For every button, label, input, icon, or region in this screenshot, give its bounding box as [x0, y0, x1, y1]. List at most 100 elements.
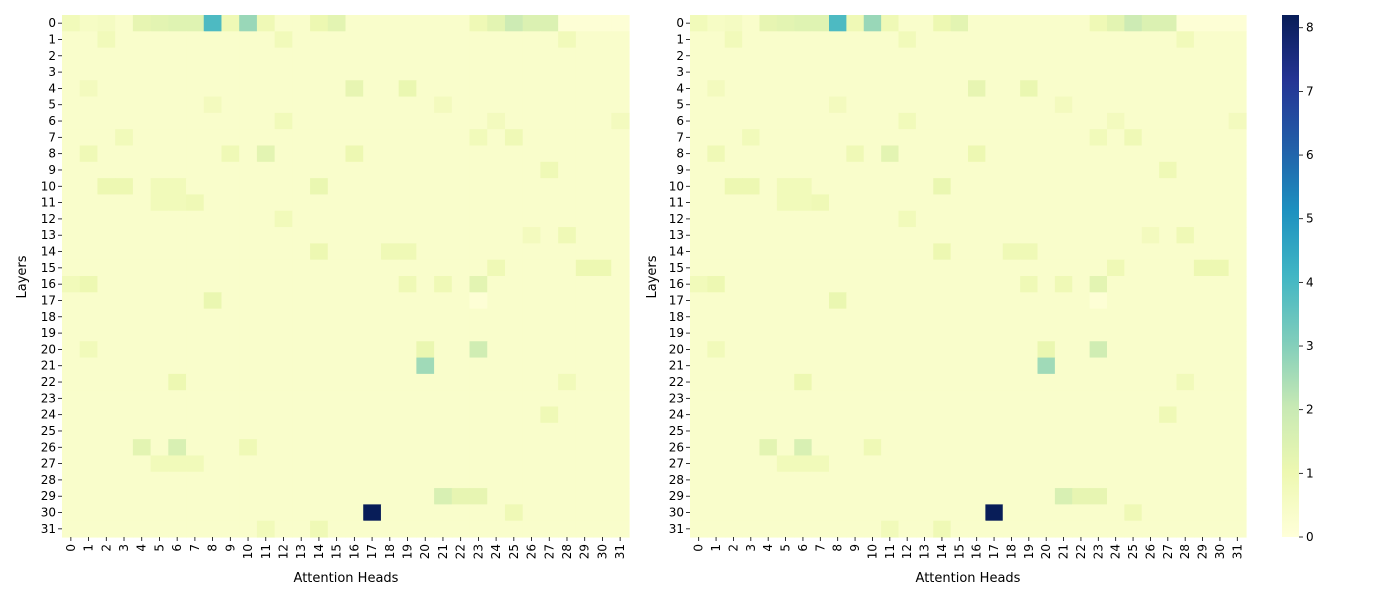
heatmap-cell [1054, 439, 1073, 457]
heatmap-cell [898, 357, 917, 375]
heatmap-cell [575, 129, 595, 147]
heatmap-cell [593, 488, 612, 505]
heatmap-cell [1037, 15, 1056, 32]
heatmap-cell [690, 422, 708, 440]
heatmap-cell [274, 357, 293, 375]
heatmap-cell [115, 324, 134, 342]
heatmap-cell [469, 227, 488, 244]
heatmap-cell [776, 373, 795, 391]
heatmap-cell [62, 324, 81, 342]
heatmap-cell [115, 31, 134, 49]
y-tick-label: 8 [676, 147, 684, 161]
heatmap-cell [690, 47, 708, 65]
heatmap-cell [1124, 63, 1143, 81]
heatmap-cell [434, 259, 453, 277]
heatmap-cell [950, 390, 969, 408]
heatmap-cell [968, 47, 986, 65]
heatmap-cell [985, 63, 1004, 81]
heatmap-cell [968, 308, 986, 326]
heatmap-cell [522, 96, 542, 114]
heatmap-cell [707, 390, 726, 408]
heatmap-cell [469, 63, 488, 81]
x-tick-label: 12 [900, 544, 914, 559]
heatmap-cell [1037, 112, 1056, 130]
heatmap-cell [1211, 471, 1230, 489]
heatmap-cell [150, 406, 169, 424]
heatmap-cell [933, 227, 952, 244]
heatmap-cell [416, 341, 435, 359]
heatmap-cell [1054, 292, 1073, 310]
heatmap-cell [203, 471, 223, 489]
heatmap-cell [327, 194, 347, 212]
heatmap-cell [1020, 227, 1039, 244]
heatmap-cell [915, 276, 934, 293]
heatmap-cell [380, 341, 400, 359]
heatmap-cell [150, 96, 169, 114]
heatmap-cell [933, 471, 952, 489]
heatmap-cell [97, 471, 116, 489]
y-tick-label: 25 [41, 424, 56, 438]
heatmap-cell [759, 178, 778, 196]
heatmap-cell [310, 47, 329, 65]
x-tick-label: 0 [64, 544, 78, 552]
heatmap-cell [310, 324, 329, 342]
heatmap-cell [759, 357, 778, 375]
heatmap-cell [451, 129, 471, 147]
heatmap-cell [469, 47, 488, 65]
heatmap-cell [1054, 357, 1073, 375]
heatmap-cell [380, 455, 400, 473]
heatmap-cell [469, 390, 488, 408]
heatmap-cell [1159, 210, 1178, 228]
heatmap-cell [310, 504, 329, 522]
heatmap-cell [1193, 276, 1212, 293]
heatmap-cell [742, 259, 761, 277]
heatmap-cell [380, 259, 400, 277]
heatmap-cell [203, 47, 223, 65]
heatmap-cell [1141, 178, 1160, 196]
heatmap-cell [1002, 161, 1021, 179]
heatmap-cell [469, 129, 488, 147]
heatmap-cell [186, 161, 205, 179]
heatmap-cell [898, 488, 917, 505]
heatmap-cell [398, 439, 417, 457]
heatmap-cell [776, 227, 795, 244]
heatmap-cell [504, 455, 524, 473]
heatmap-cell [504, 243, 524, 261]
heatmap-cell [1054, 129, 1073, 147]
heatmap-cell [915, 194, 934, 212]
heatmap-cell [1107, 520, 1125, 538]
y-tick-label: 26 [41, 440, 56, 454]
heatmap-cell [469, 341, 488, 359]
heatmap-cell [1159, 455, 1178, 473]
heatmap-cell [611, 341, 630, 359]
heatmap-cell [611, 31, 630, 49]
heatmap-cell [1020, 471, 1039, 489]
heatmap-cell [132, 276, 152, 293]
heatmap-cell [1020, 161, 1039, 179]
heatmap-cell [742, 292, 761, 310]
heatmap-cell [310, 112, 329, 130]
heatmap-cell [310, 63, 329, 81]
heatmap-cell [759, 63, 778, 81]
heatmap-cell [256, 308, 276, 326]
heatmap-cell [1020, 243, 1039, 261]
heatmap-cell [1141, 488, 1160, 505]
heatmap-cell [203, 373, 223, 391]
heatmap-cell [742, 63, 761, 81]
heatmap-cell [150, 422, 169, 440]
heatmap-cell [345, 96, 364, 114]
heatmap-cell [292, 422, 311, 440]
heatmap-cell [968, 504, 986, 522]
heatmap-cell [707, 292, 726, 310]
y-tick-label: 24 [669, 408, 684, 422]
heatmap-cell [487, 227, 506, 244]
heatmap-cell [846, 194, 865, 212]
heatmap-cell [186, 341, 205, 359]
heatmap-cell [115, 276, 134, 293]
heatmap-cell [1107, 504, 1125, 522]
heatmap-cell [416, 308, 435, 326]
heatmap-cell [292, 31, 311, 49]
heatmap-cell [1037, 373, 1056, 391]
heatmap-cell [1176, 194, 1195, 212]
heatmap-cell [1107, 112, 1125, 130]
